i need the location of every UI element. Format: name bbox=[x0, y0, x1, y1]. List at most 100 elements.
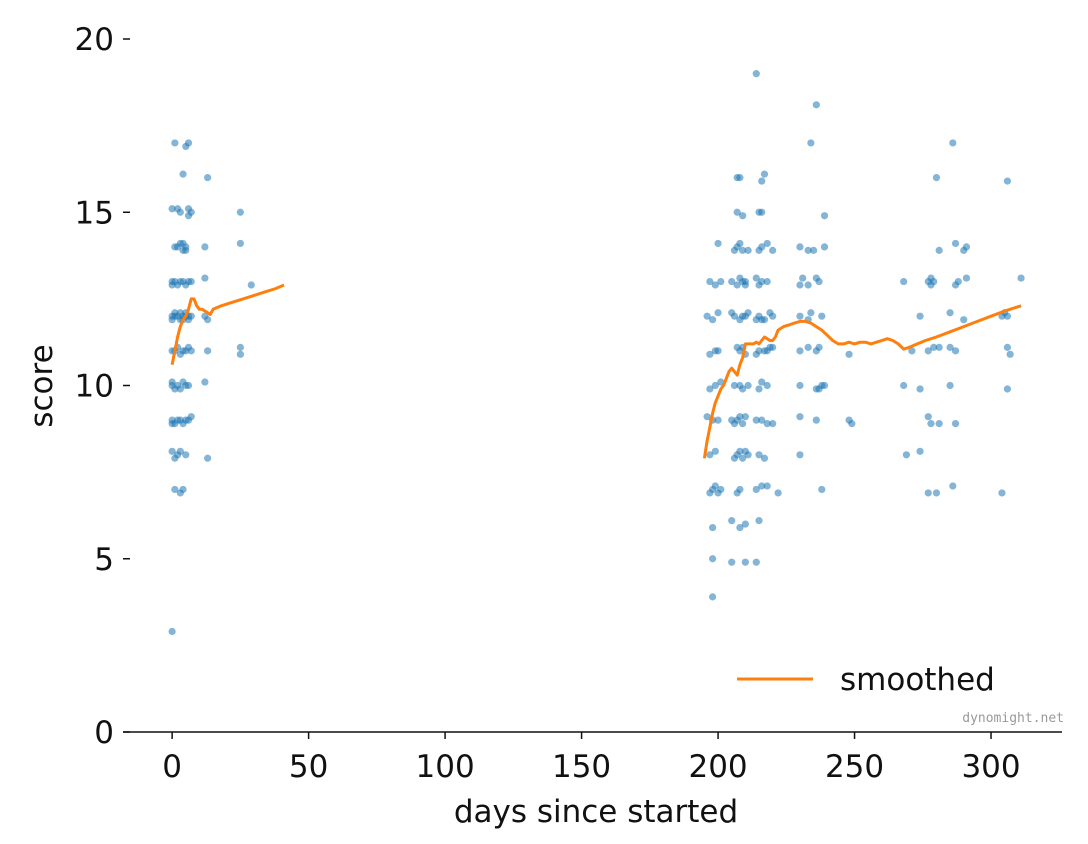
data-point bbox=[187, 347, 195, 355]
data-point bbox=[709, 316, 717, 324]
y-tick-label: 20 bbox=[75, 22, 114, 58]
data-point bbox=[954, 277, 962, 286]
data-point bbox=[736, 523, 744, 532]
data-point bbox=[818, 485, 826, 494]
data-point bbox=[804, 343, 812, 351]
data-point bbox=[752, 416, 760, 424]
data-point bbox=[758, 177, 766, 185]
axes: 0 50 100 150 200 250 300 0 5 10 15 20 bbox=[75, 22, 1062, 785]
data-point bbox=[184, 139, 193, 147]
data-point bbox=[1006, 350, 1014, 358]
data-point bbox=[744, 381, 752, 390]
y-tick-label: 15 bbox=[75, 195, 114, 231]
data-point bbox=[1003, 177, 1012, 185]
data-point bbox=[744, 451, 752, 459]
data-point bbox=[815, 277, 823, 286]
data-point bbox=[796, 413, 804, 421]
data-point bbox=[946, 343, 954, 351]
data-point bbox=[739, 212, 747, 220]
data-point bbox=[752, 558, 760, 566]
data-point bbox=[714, 416, 722, 424]
data-point bbox=[717, 485, 725, 494]
data-point bbox=[752, 485, 760, 494]
data-point bbox=[711, 447, 719, 455]
data-point bbox=[946, 309, 954, 317]
data-point bbox=[796, 281, 804, 289]
data-point bbox=[758, 277, 766, 286]
data-point bbox=[812, 416, 820, 424]
data-point bbox=[769, 420, 777, 428]
data-point bbox=[930, 343, 938, 351]
data-point bbox=[739, 454, 747, 462]
data-point bbox=[845, 350, 853, 358]
data-point bbox=[902, 451, 911, 459]
data-point bbox=[807, 309, 815, 317]
data-point bbox=[758, 482, 766, 490]
smoothed-line-segment bbox=[702, 304, 1022, 459]
data-point bbox=[744, 246, 752, 254]
data-point bbox=[1003, 385, 1012, 393]
y-tick-label: 10 bbox=[75, 369, 114, 405]
data-point bbox=[763, 482, 771, 490]
data-point bbox=[176, 447, 184, 455]
data-point bbox=[706, 451, 714, 459]
data-point bbox=[736, 174, 744, 182]
data-point bbox=[711, 381, 719, 390]
smoothed-line-segment bbox=[170, 283, 285, 365]
data-point bbox=[916, 447, 924, 455]
data-point bbox=[924, 347, 932, 355]
data-point bbox=[820, 381, 829, 390]
legend: smoothed bbox=[737, 662, 995, 698]
data-point bbox=[998, 489, 1006, 497]
data-point bbox=[755, 517, 763, 525]
data-point bbox=[739, 385, 747, 393]
x-tick-label: 300 bbox=[961, 749, 1020, 785]
data-point bbox=[796, 243, 804, 251]
data-point bbox=[744, 309, 752, 317]
data-point bbox=[1003, 312, 1012, 320]
data-point bbox=[796, 381, 804, 390]
data-point bbox=[204, 174, 212, 182]
data-point bbox=[730, 312, 739, 320]
x-tick-label: 150 bbox=[552, 749, 611, 785]
data-point bbox=[201, 243, 209, 251]
data-point bbox=[796, 451, 804, 459]
data-point bbox=[703, 413, 711, 421]
watermark: dynomight.net bbox=[962, 711, 1064, 726]
data-point bbox=[182, 243, 190, 251]
data-point bbox=[951, 420, 960, 428]
data-point bbox=[949, 482, 957, 490]
data-point bbox=[960, 316, 968, 324]
points-layer bbox=[168, 70, 1025, 636]
data-point bbox=[711, 281, 719, 289]
y-tick-label: 0 bbox=[94, 715, 114, 751]
data-point bbox=[916, 385, 924, 393]
x-tick-label: 0 bbox=[162, 749, 182, 785]
data-point bbox=[769, 246, 777, 254]
data-point bbox=[951, 239, 960, 248]
data-point bbox=[935, 343, 943, 351]
data-point bbox=[927, 420, 935, 428]
data-point bbox=[168, 447, 176, 455]
data-point bbox=[728, 558, 736, 566]
data-point bbox=[935, 420, 943, 428]
data-point bbox=[201, 274, 209, 282]
data-point bbox=[741, 520, 749, 528]
data-point bbox=[796, 347, 804, 355]
data-point bbox=[741, 558, 749, 566]
y-tick-label: 5 bbox=[94, 542, 114, 578]
data-point bbox=[804, 246, 812, 254]
data-point bbox=[187, 277, 195, 286]
data-point bbox=[763, 239, 771, 248]
data-point bbox=[848, 420, 856, 428]
data-point bbox=[799, 274, 807, 282]
data-point bbox=[758, 208, 766, 216]
data-point bbox=[187, 312, 195, 320]
data-point bbox=[236, 350, 244, 358]
data-point bbox=[812, 101, 820, 109]
data-point bbox=[900, 277, 908, 286]
y-axis-title: score bbox=[24, 344, 60, 427]
data-point bbox=[763, 381, 771, 390]
data-point bbox=[769, 312, 777, 320]
data-point bbox=[168, 378, 176, 386]
